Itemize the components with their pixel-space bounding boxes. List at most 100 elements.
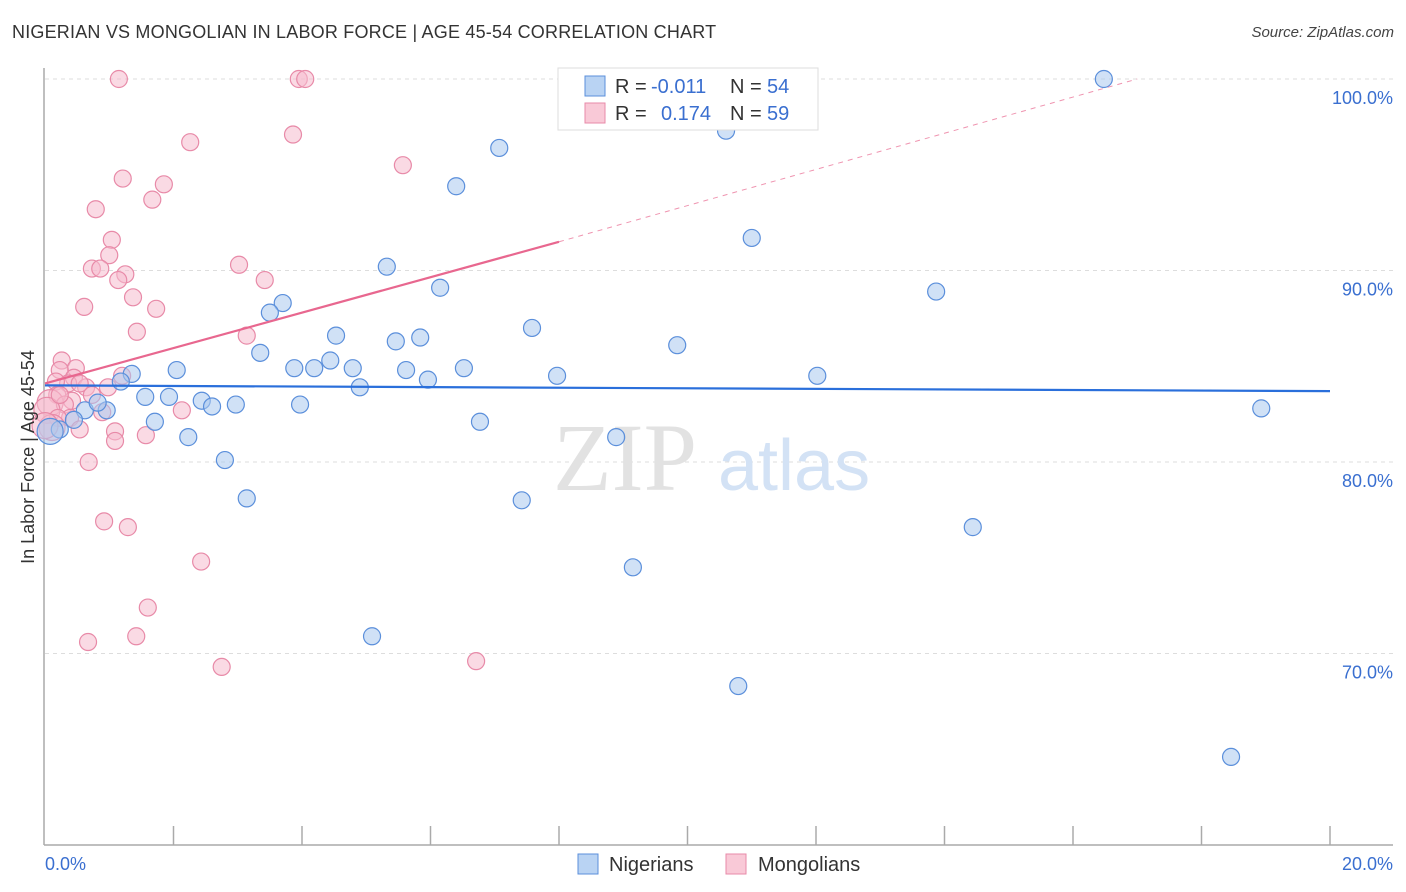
nigerians-point (454, 359, 474, 378)
nigerians-n-value: 54 (767, 76, 789, 98)
nigerians-point (202, 397, 222, 416)
nigerians-point (522, 318, 542, 338)
mongolians-point (109, 270, 128, 290)
nigerians-point (411, 328, 430, 347)
mongolians-point (255, 270, 274, 290)
mongolians-point (100, 246, 119, 265)
legend-mongolians-swatch (725, 853, 747, 875)
nigerians-point (547, 366, 567, 385)
mongolians-point (50, 385, 69, 405)
nigerians-point (668, 336, 687, 355)
mongolians-point (105, 431, 125, 451)
nigerians-point (623, 558, 642, 577)
nigerians-point (290, 395, 310, 414)
y-tick-label: 90.0% (1342, 280, 1393, 300)
mongolians-point (136, 426, 155, 445)
nigerians-point (396, 360, 416, 380)
mongolians-point (212, 657, 231, 677)
trend-lines (44, 78, 1331, 393)
mongolians-n-value: 59 (767, 103, 789, 125)
mongolians-point (79, 452, 98, 472)
nigerians-point (260, 303, 279, 322)
nigerians-point (431, 278, 450, 297)
x-tick-label-max: 20.0% (1342, 854, 1393, 874)
mongolians-point (283, 125, 303, 144)
mongolians-point (393, 156, 412, 175)
nigerians-point (237, 489, 256, 508)
nigerians-point (927, 282, 946, 301)
nigerians-point (343, 359, 362, 378)
mongolians-point (70, 374, 89, 393)
nigerians-point (742, 228, 761, 248)
mongolians-swatch (584, 102, 606, 124)
mongolians-point (86, 200, 105, 219)
nigerians-point (729, 676, 748, 696)
nigerians-point (321, 351, 340, 370)
source-label: Source: ZipAtlas.com (1251, 24, 1394, 41)
nigerians-point (377, 257, 396, 276)
mongolians-point (296, 69, 315, 89)
nigerians-point (179, 428, 198, 447)
legend-mongolians-label: Mongolians (758, 854, 860, 876)
nigerians-point (305, 359, 324, 378)
mongolians-n-label: N = (730, 103, 762, 125)
nigerians-point (167, 360, 186, 380)
mongolians-point (192, 552, 211, 571)
mongolians-point (118, 518, 137, 537)
nigerians-point (1094, 69, 1113, 89)
nigerians-point (386, 332, 405, 351)
nigerians-n-label: N = (730, 76, 762, 98)
mongolians-point (138, 598, 157, 617)
nigerians-point (273, 293, 292, 313)
mongolians-point (78, 632, 98, 652)
legend-nigerians-swatch (577, 853, 599, 875)
x-tick-label-min: 0.0% (45, 854, 86, 874)
mongolians-trend-extension (558, 78, 1138, 243)
chart-title: NIGERIAN VS MONGOLIAN IN LABOR FORCE | A… (12, 22, 717, 42)
nigerians-point (285, 359, 304, 378)
nigerians-point (226, 395, 245, 414)
gridlines (45, 78, 1393, 654)
nigerians-point (64, 410, 84, 429)
nigerians-point (326, 326, 346, 345)
nigerians-point (512, 491, 531, 510)
nigerians-r-label: R = (615, 76, 647, 98)
mongolians-point (127, 322, 146, 341)
nigerians-point (136, 387, 155, 406)
mongolians-trend-line (44, 240, 560, 385)
y-tick-labels: 100.0% 90.0% 80.0% 70.0% (1332, 88, 1393, 683)
nigerians-point (470, 412, 490, 431)
mongolians-point (127, 627, 146, 646)
y-tick-label: 100.0% (1332, 88, 1393, 108)
legend-nigerians-label: Nigerians (609, 854, 693, 876)
nigerians-point (251, 343, 270, 362)
mongolians-point (147, 299, 166, 318)
watermark-zip: ZIP (553, 404, 697, 511)
nigerians-point (607, 428, 626, 447)
y-axis-title: In Labor Force | Age 45-54 (18, 350, 38, 564)
nigerians-r-value: -0.011 (651, 76, 706, 98)
nigerians-point (490, 138, 509, 158)
y-tick-label: 80.0% (1342, 471, 1393, 491)
mongolians-r-value: 0.174 (661, 103, 711, 125)
nigerians-point (808, 366, 827, 385)
nigerians-point (145, 412, 164, 431)
mongolians-point (113, 169, 132, 188)
axes (43, 68, 1393, 846)
series-legend: Nigerians Mongolians (577, 853, 860, 876)
nigerians-point (418, 370, 438, 389)
mongolians-point (467, 652, 486, 671)
nigerians-point (111, 372, 130, 391)
nigerians-trend-line (44, 384, 1331, 393)
nigerians-point (963, 518, 982, 537)
mongolians-point (75, 297, 94, 316)
watermark: ZIP atlas (553, 404, 870, 511)
nigerians-swatch (584, 75, 606, 97)
nigerians-point (36, 417, 64, 445)
mongolians-point (123, 288, 143, 307)
nigerians-point (1252, 399, 1271, 418)
nigerians-point (362, 627, 382, 646)
watermark-atlas: atlas (718, 426, 870, 506)
mongolians-point (181, 133, 200, 152)
